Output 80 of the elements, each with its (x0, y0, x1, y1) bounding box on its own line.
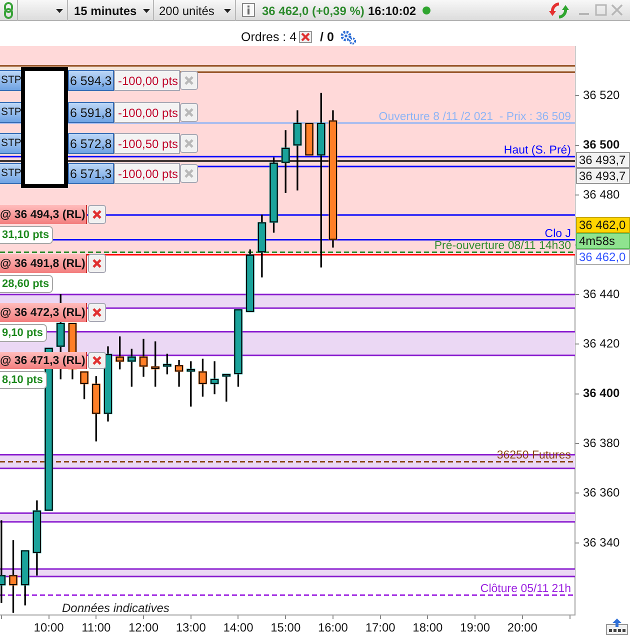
order-tag: 6 594,3 (68, 70, 114, 91)
text: 36 493,7 (579, 153, 626, 167)
annotation: 28,60 pts (2, 277, 50, 292)
annotation: -100,50 pts (118, 137, 178, 151)
candlestick (304, 122, 314, 156)
points-field: 28,60 pts (0, 275, 54, 293)
order-tag: STP (0, 102, 22, 123)
order-tag: 6 572,8 (68, 133, 114, 154)
points-field: -100,00 pts (114, 70, 180, 91)
x-tick-label: 13:00 (176, 620, 206, 635)
ref-line-label: Clo J (544, 228, 571, 240)
ref-line-label: Pré-ouverture 08/11 14h30 (434, 240, 571, 252)
text: 36 493,7 (579, 169, 626, 183)
y-tick-label: 36 340 (583, 535, 620, 550)
text: 36 462,0 (+0,39 %) (262, 4, 364, 18)
x-tick-label: 16:00 (318, 620, 348, 635)
text: / 0 (320, 30, 334, 44)
candlestick (210, 361, 219, 394)
order-tag: 6 591,8 (68, 102, 114, 123)
ref-line-label: Haut (S. Pré) (504, 144, 572, 157)
y-tick-label: 36 380 (583, 436, 620, 450)
annotation: 6 591,8 (70, 106, 112, 120)
ref-line-label: Ouverture 8 /11 /2 021 - Prix : 36 509 (378, 111, 571, 124)
text: 200 unités (159, 4, 214, 18)
annotation: Données indicatives (62, 601, 170, 615)
points-field: 31,10 pts (0, 226, 54, 244)
order-tag: @ 36 471,3 (RL) (0, 352, 87, 369)
candlestick (139, 338, 148, 377)
x-tick-label: 18:00 (412, 620, 444, 635)
points-field: 8,10 pts (0, 371, 47, 389)
candlestick (174, 360, 184, 387)
annotation: STP (1, 106, 22, 119)
points-field: -100,50 pts (114, 133, 180, 154)
annotation: 6 594,3 (70, 74, 112, 88)
x-tick-label: 14:00 (223, 620, 254, 635)
annotation: 6 571,3 (70, 167, 112, 181)
y-tick-label: 36 440 (583, 286, 620, 301)
annotation: 8,10 pts (2, 373, 43, 388)
candlestick (32, 500, 42, 576)
annotation: -100,00 pts (118, 167, 178, 181)
points-field: 9,10 pts (0, 324, 47, 342)
y-tick-label: 36 420 (583, 336, 620, 350)
candlestick (258, 214, 266, 278)
candlestick (104, 346, 112, 422)
order-tag: 6 571,3 (68, 163, 114, 184)
text: 15 minutes (74, 4, 137, 18)
text: 16:10:02 (368, 4, 416, 18)
annotation: STP (1, 74, 22, 87)
annotation: STP (1, 167, 22, 180)
x-tick-label: 15:00 (270, 620, 301, 635)
text: Ordres : 4 (241, 30, 297, 44)
y-tick-label: 36 360 (583, 486, 620, 500)
order-tag: @ 36 494,3 (RL) (0, 205, 87, 224)
annotation: -100,00 pts (118, 106, 178, 120)
x-tick-label: 10:00 (34, 620, 64, 635)
annotation: 9,10 pts (2, 326, 43, 341)
order-tag: @ 36 472,3 (RL) (0, 303, 87, 322)
order-tag: STP (0, 133, 22, 154)
annotation: 6 572,8 (70, 137, 112, 151)
x-tick-label: 19:00 (460, 620, 490, 635)
x-tick-label: 17:00 (365, 620, 396, 635)
annotation: 31,10 pts (2, 228, 50, 243)
points-field: -100,00 pts (114, 163, 180, 184)
text: 36 462,0 (579, 218, 626, 232)
order-tag: STP (0, 70, 22, 91)
y-tick-label: 36 480 (583, 187, 620, 202)
text: 36 462,0 (579, 250, 626, 264)
order-tag: @ 36 491,8 (RL) (0, 254, 87, 273)
x-tick-label: 20:00 (507, 620, 538, 635)
y-tick-label: 36 500 (583, 138, 620, 152)
text: 4m58s (579, 234, 616, 248)
y-tick-label: 36 400 (583, 386, 620, 400)
x-tick-label: 12:00 (128, 620, 159, 635)
points-field: -100,00 pts (114, 102, 180, 123)
ref-line-label: Clôture 05/11 21h (480, 583, 571, 596)
order-tag: STP (0, 163, 22, 184)
x-tick-label: 11:00 (82, 620, 112, 635)
y-tick-label: 36 520 (583, 88, 620, 102)
annotation: STP (1, 137, 22, 150)
annotation: -100,00 pts (118, 74, 178, 88)
